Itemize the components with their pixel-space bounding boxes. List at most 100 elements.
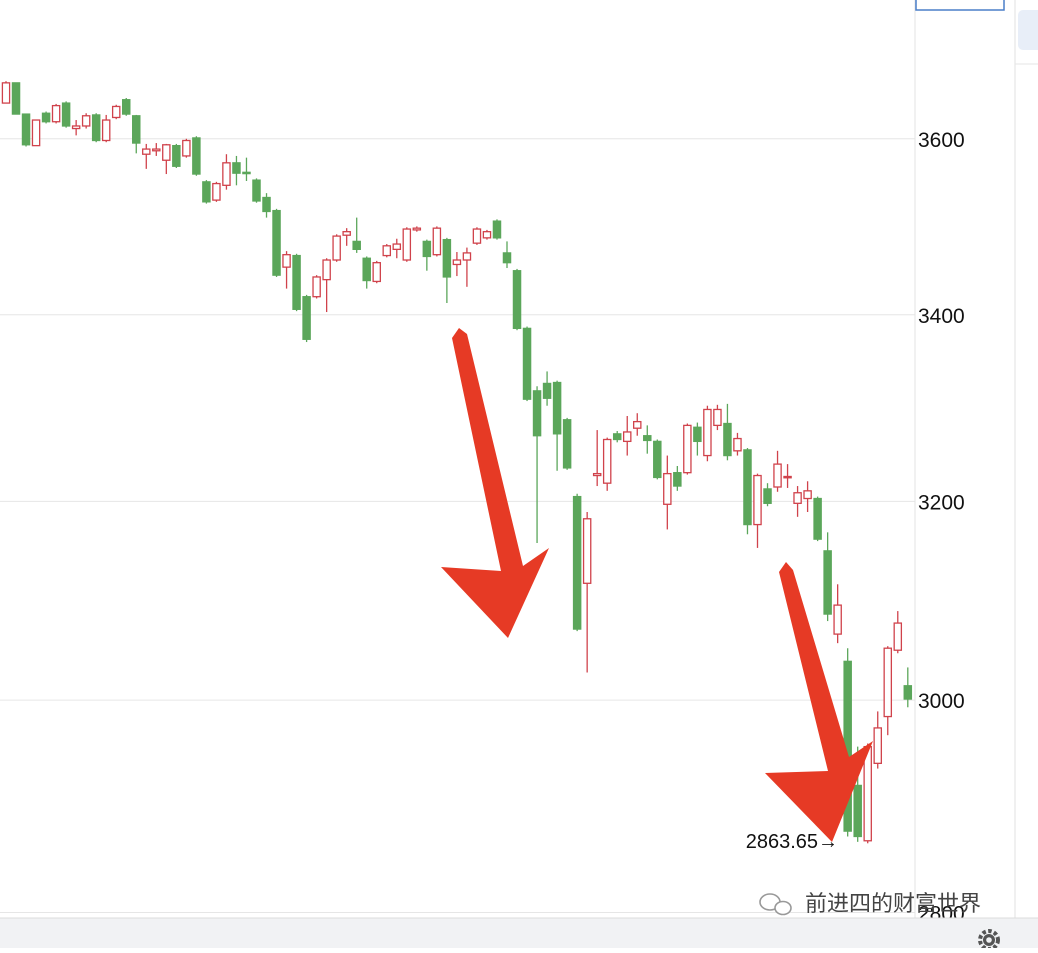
candle-body bbox=[172, 144, 181, 167]
candle-body bbox=[683, 424, 692, 474]
candle-body bbox=[111, 105, 121, 119]
candle-body bbox=[422, 240, 432, 258]
candle-body bbox=[402, 228, 412, 261]
candle-body bbox=[1, 82, 11, 104]
candle-body bbox=[582, 518, 592, 584]
candle-body bbox=[522, 327, 532, 400]
candle-body bbox=[51, 104, 61, 123]
grid bbox=[0, 138, 915, 913]
candle-body bbox=[893, 622, 903, 651]
candle-body bbox=[302, 296, 311, 340]
watermark: 前进四的财富世界 bbox=[759, 891, 981, 916]
candle-body bbox=[101, 119, 111, 142]
candle-body bbox=[272, 209, 281, 276]
candle-body bbox=[873, 727, 882, 764]
candle-body bbox=[482, 231, 492, 239]
watermark-text: 前进四的财富世界 bbox=[805, 891, 981, 916]
candle-body bbox=[252, 179, 261, 202]
candle-body bbox=[31, 119, 41, 147]
candle-body bbox=[11, 82, 21, 115]
candle-body bbox=[212, 182, 221, 201]
candle-body bbox=[663, 472, 672, 505]
candle-body bbox=[562, 419, 572, 469]
candle-body bbox=[492, 220, 502, 239]
candle-body bbox=[192, 137, 201, 175]
candle-body bbox=[452, 259, 462, 266]
candle-body bbox=[282, 254, 291, 268]
y-tick-label: 3000 bbox=[918, 690, 965, 713]
candle-body bbox=[592, 472, 602, 477]
candles bbox=[1, 81, 913, 844]
candle-body bbox=[512, 270, 522, 330]
candle-body bbox=[342, 231, 351, 236]
candle-body bbox=[232, 162, 241, 174]
candle-body bbox=[81, 115, 91, 127]
candle-body bbox=[142, 148, 151, 155]
candle-body bbox=[823, 550, 832, 615]
candle-body bbox=[863, 745, 872, 842]
current-price-box bbox=[915, 0, 1005, 11]
low-annotation: 2863.65→ bbox=[746, 831, 838, 853]
candle-body bbox=[622, 431, 632, 443]
candle-body bbox=[61, 102, 71, 127]
candle-body bbox=[472, 228, 482, 244]
candle-body bbox=[121, 99, 131, 115]
candle-body bbox=[462, 252, 472, 261]
candle-body bbox=[442, 238, 452, 278]
candle-body bbox=[883, 647, 893, 718]
side-panel-button[interactable] bbox=[1018, 10, 1038, 50]
candle-body bbox=[362, 257, 371, 282]
candle-body bbox=[723, 422, 732, 457]
candle-body bbox=[162, 144, 171, 161]
candle-body bbox=[813, 497, 822, 540]
candle-body bbox=[643, 435, 652, 442]
candle-body bbox=[612, 433, 622, 441]
candle-body bbox=[322, 259, 331, 281]
candle-body bbox=[783, 475, 792, 479]
candle-body bbox=[803, 490, 812, 500]
candle-body bbox=[733, 437, 742, 452]
candle-body bbox=[222, 162, 231, 186]
candle-body bbox=[743, 449, 752, 526]
candle-body bbox=[853, 784, 862, 838]
candle-body bbox=[773, 463, 782, 488]
candle-body bbox=[673, 472, 682, 487]
bottom-bar bbox=[0, 918, 1038, 948]
candle-body bbox=[21, 113, 31, 146]
candle-body bbox=[713, 408, 722, 427]
candle-body bbox=[432, 227, 442, 256]
candle-body bbox=[382, 245, 392, 257]
y-tick-label: 3400 bbox=[918, 305, 965, 328]
candle-body bbox=[653, 440, 662, 479]
candle-body bbox=[71, 125, 81, 130]
candle-body bbox=[552, 381, 562, 435]
candle-body bbox=[372, 262, 381, 283]
y-tick-label: 3200 bbox=[918, 491, 965, 514]
candle-body bbox=[132, 115, 141, 144]
candle-body bbox=[542, 382, 552, 399]
candle-body bbox=[352, 240, 361, 251]
candle-body bbox=[693, 426, 702, 443]
candle-body bbox=[41, 112, 51, 123]
candle-body bbox=[182, 139, 191, 157]
candle-body bbox=[242, 171, 251, 175]
y-tick-label: 3600 bbox=[918, 129, 965, 152]
candle-body bbox=[312, 276, 321, 298]
candle-body bbox=[152, 148, 161, 152]
watermark-icon bbox=[774, 900, 792, 916]
candle-body bbox=[262, 196, 271, 213]
candle-body bbox=[633, 420, 642, 429]
candle-body bbox=[502, 252, 512, 264]
candle-body bbox=[602, 438, 612, 484]
candle-body bbox=[91, 114, 101, 142]
candle-body bbox=[793, 492, 802, 504]
candle-body bbox=[833, 604, 842, 635]
candle-body bbox=[903, 685, 913, 700]
candle-body bbox=[572, 495, 582, 630]
gear-hole bbox=[986, 937, 992, 943]
candle-body bbox=[412, 227, 422, 231]
candle-body bbox=[392, 243, 402, 251]
